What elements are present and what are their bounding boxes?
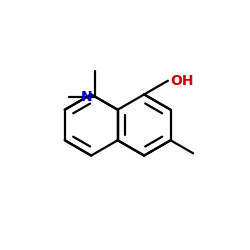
Text: N: N bbox=[81, 90, 93, 104]
Text: OH: OH bbox=[170, 74, 194, 88]
